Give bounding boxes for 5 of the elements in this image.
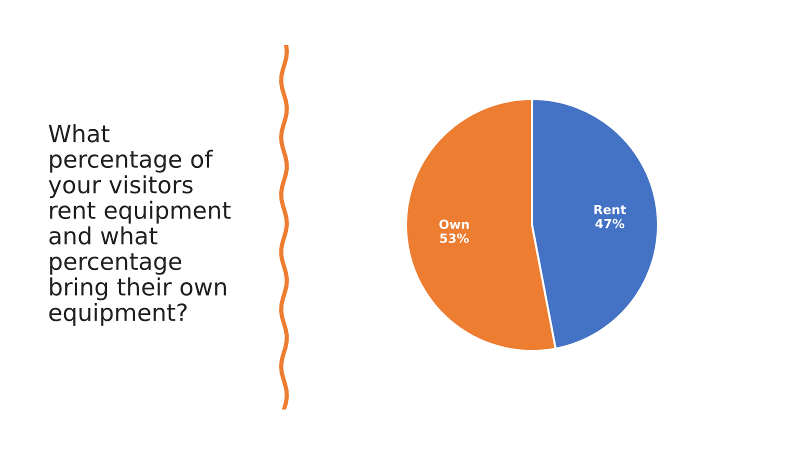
- slice-label: Rent: [594, 204, 626, 214]
- data-label: 53%: [440, 234, 469, 243]
- slice-label: Own: [439, 220, 469, 229]
- text: What percentage of your visitors rent equipment and what percentage bring their own equipment?: [48, 124, 231, 326]
- data-label: 47%: [595, 218, 624, 228]
